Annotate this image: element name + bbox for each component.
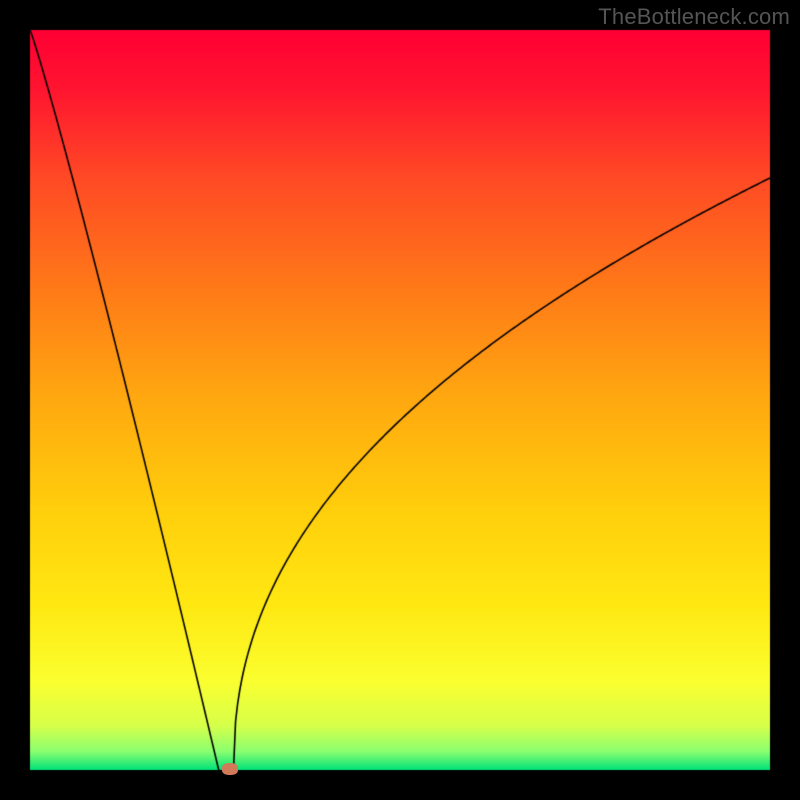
chart-container: TheBottleneck.com — [0, 0, 800, 800]
bottleneck-curve — [0, 0, 800, 800]
